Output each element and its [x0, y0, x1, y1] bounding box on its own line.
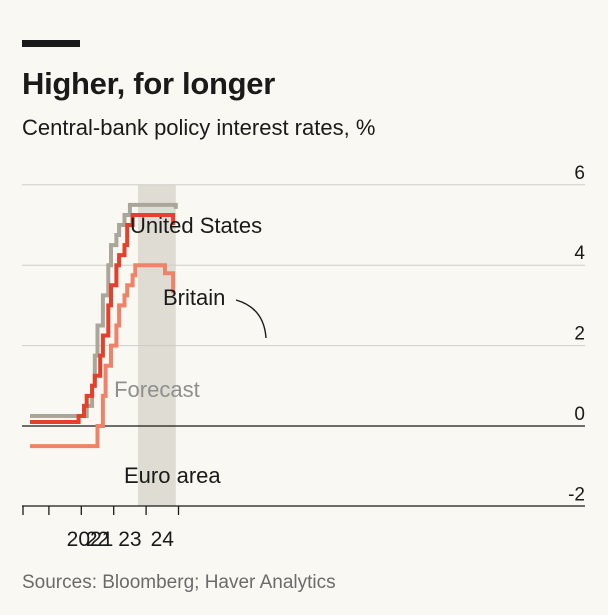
y-tick-label: 2	[574, 324, 585, 345]
source-note: Sources: Bloomberg; Haver Analytics	[22, 572, 336, 593]
x-tick-label: 23	[118, 528, 141, 551]
x-tick-label: 2021	[67, 528, 114, 551]
britain-leader-line	[235, 299, 267, 339]
chart-title: Higher, for longer	[22, 66, 275, 101]
series-line-britain	[30, 212, 176, 424]
forecast-label: Forecast	[114, 377, 200, 402]
x-tick-label: 24	[151, 528, 175, 551]
y-tick-label: 6	[574, 163, 585, 184]
y-tick-label: 4	[574, 243, 585, 264]
chart-subtitle: Central-bank policy interest rates, %	[22, 115, 376, 140]
series-line-euro-area	[30, 263, 176, 449]
series-label-united-states: United States	[130, 213, 262, 238]
y-tick-label: -2	[568, 484, 585, 505]
x-tick-label: 22	[86, 528, 109, 551]
top-rule	[22, 40, 80, 47]
series-label-euro-area: Euro area	[124, 463, 221, 488]
y-tick-label: 0	[574, 404, 585, 425]
series-label-britain: Britain	[163, 285, 225, 310]
